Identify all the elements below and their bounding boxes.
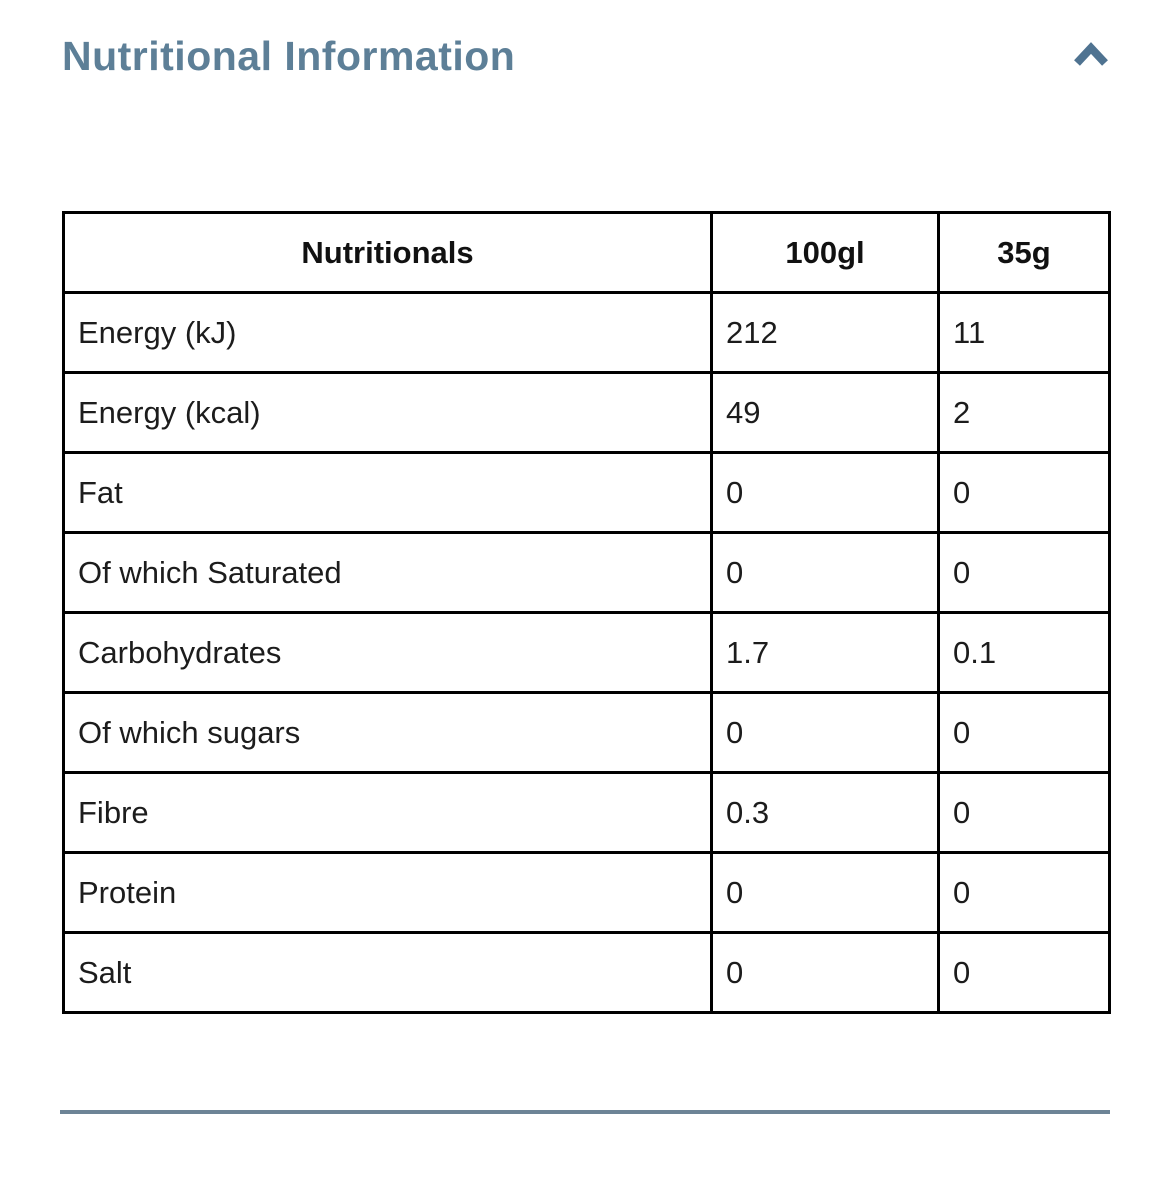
value-per-35-cell: 11	[937, 291, 1111, 374]
value-per-100-cell: 0	[710, 931, 940, 1014]
table-row: Salt 0 0	[62, 931, 1111, 1014]
table-body: Energy (kJ) 212 11 Energy (kcal) 49 2 Fa…	[62, 291, 1111, 1014]
nutrient-label-cell: Protein	[62, 851, 713, 934]
table-row: Fat 0 0	[62, 451, 1111, 534]
chevron-up-icon[interactable]	[1072, 42, 1110, 68]
table-row: Carbohydrates 1.7 0.1	[62, 611, 1111, 694]
nutrient-label-cell: Of which Saturated	[62, 531, 713, 614]
value-per-100-cell: 0	[710, 851, 940, 934]
value-per-100-cell: 49	[710, 371, 940, 454]
column-header-nutritionals: Nutritionals	[62, 211, 713, 294]
table-row: Protein 0 0	[62, 851, 1111, 934]
table-header-row: Nutritionals 100gl 35g	[62, 211, 1111, 294]
value-per-35-cell: 0	[937, 931, 1111, 1014]
nutrient-label-cell: Fat	[62, 451, 713, 534]
table-row: Energy (kcal) 49 2	[62, 371, 1111, 454]
value-per-35-cell: 0	[937, 771, 1111, 854]
nutrient-label-cell: Fibre	[62, 771, 713, 854]
value-per-35-cell: 0	[937, 451, 1111, 534]
value-per-35-cell: 0.1	[937, 611, 1111, 694]
column-header-35g: 35g	[937, 211, 1111, 294]
value-per-100-cell: 0	[710, 531, 940, 614]
value-per-100-cell: 0	[710, 451, 940, 534]
table-row: Of which sugars 0 0	[62, 691, 1111, 774]
nutrition-table: Nutritionals 100gl 35g Energy (kJ) 212 1…	[62, 211, 1111, 1014]
nutrient-label-cell: Carbohydrates	[62, 611, 713, 694]
nutrient-label-cell: Energy (kcal)	[62, 371, 713, 454]
value-per-100-cell: 212	[710, 291, 940, 374]
value-per-35-cell: 0	[937, 851, 1111, 934]
table-row: Fibre 0.3 0	[62, 771, 1111, 854]
nutrient-label-cell: Of which sugars	[62, 691, 713, 774]
value-per-35-cell: 0	[937, 531, 1111, 614]
nutrient-label-cell: Energy (kJ)	[62, 291, 713, 374]
table-row: Of which Saturated 0 0	[62, 531, 1111, 614]
value-per-100-cell: 0	[710, 691, 940, 774]
column-header-100gl: 100gl	[710, 211, 940, 294]
value-per-100-cell: 0.3	[710, 771, 940, 854]
nutritional-information-section-header[interactable]: Nutritional Information	[62, 33, 1110, 79]
value-per-35-cell: 2	[937, 371, 1111, 454]
value-per-100-cell: 1.7	[710, 611, 940, 694]
value-per-35-cell: 0	[937, 691, 1111, 774]
section-divider	[60, 1110, 1110, 1114]
table-row: Energy (kJ) 212 11	[62, 291, 1111, 374]
nutrient-label-cell: Salt	[62, 931, 713, 1014]
section-title: Nutritional Information	[62, 33, 516, 79]
